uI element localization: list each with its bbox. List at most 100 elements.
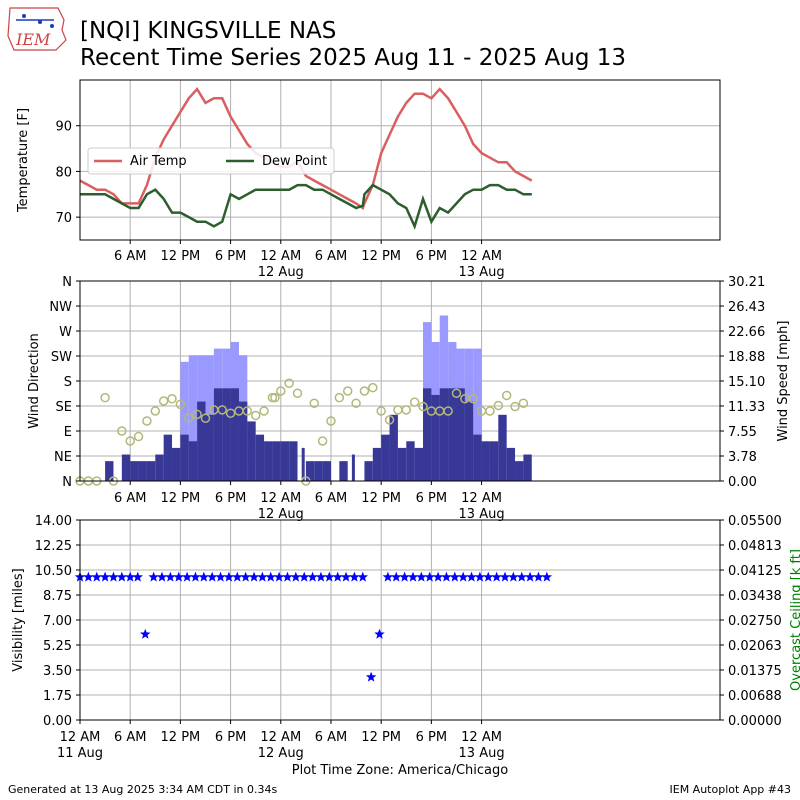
wind-speed-bar xyxy=(138,461,147,481)
ceiling-tick-label: 0.02750 xyxy=(728,614,782,629)
wind-direction-point xyxy=(368,382,378,393)
visibility-point xyxy=(173,571,184,582)
visibility-tick-label: 3.50 xyxy=(43,664,72,679)
x-tick-label: 12 PM xyxy=(361,249,401,264)
wind-direction-point xyxy=(409,397,420,407)
visibility-point xyxy=(349,571,360,582)
wind-speed-bar xyxy=(389,414,398,481)
wind-speed-tick-label: 11.33 xyxy=(728,400,765,415)
x-tick-label: 6 AM xyxy=(315,249,348,264)
visibility-point xyxy=(374,628,385,639)
wind-speed-bar xyxy=(364,461,373,481)
visibility-point xyxy=(315,571,327,582)
wind-speed-bar xyxy=(372,447,382,481)
x-tick-label: 6 AM xyxy=(315,491,348,506)
legend-box xyxy=(87,147,335,175)
x-tick-date-label: 13 Aug xyxy=(459,746,505,761)
wind-gust-bar xyxy=(473,348,482,481)
visibility-point xyxy=(340,571,352,582)
x-tick-label: 12 PM xyxy=(361,491,401,506)
x-tick-date-label: 13 Aug xyxy=(459,507,505,522)
visibility-point xyxy=(290,571,302,582)
visibility-point xyxy=(466,571,477,582)
x-tick-date-label: 12 Aug xyxy=(258,507,304,522)
x-tick-label: 6 AM xyxy=(315,730,348,745)
x-tick-label: 12 AM xyxy=(461,730,502,745)
wind-direction-point xyxy=(493,400,504,411)
visibility-point xyxy=(165,571,176,582)
x-tick-date-label: 11 Aug xyxy=(57,746,103,761)
wind-direction-point xyxy=(309,398,319,408)
wind-speed-bar xyxy=(197,401,206,481)
wind-speed-bar xyxy=(439,388,449,481)
wind-speed-bar xyxy=(506,447,516,481)
x-tick-label: 6 PM xyxy=(215,249,246,264)
wind-speed-bar xyxy=(489,441,499,481)
wind-speed-tick-label: 7.55 xyxy=(728,425,757,440)
wind-speed-tick-label: 30.21 xyxy=(728,275,765,290)
visibility-point xyxy=(407,571,419,582)
wind-speed-bar xyxy=(172,447,181,481)
chart-title-range: Recent Time Series 2025 Aug 11 - 2025 Au… xyxy=(80,45,627,71)
y-axis-label-right: Overcast Ceiling [k ft] xyxy=(789,549,800,691)
visibility-point xyxy=(483,571,494,582)
visibility-point xyxy=(491,571,502,582)
wind-direction-point xyxy=(501,390,512,401)
wind-speed-bar xyxy=(180,434,189,481)
wind-speed-bar xyxy=(414,447,424,481)
wind-direction-point xyxy=(485,406,495,416)
wind-direction-point xyxy=(200,413,211,423)
ceiling-tick-label: 0.02063 xyxy=(728,639,782,654)
visibility-point xyxy=(148,571,159,582)
visibility-point xyxy=(91,571,102,582)
visibility-point xyxy=(282,571,293,582)
wind-speed-bar xyxy=(213,388,223,481)
y-axis-label-left: Wind Direction xyxy=(27,333,42,429)
wind-speed-bar xyxy=(130,461,139,481)
visibility-point xyxy=(198,571,209,582)
visibility-point xyxy=(248,571,260,582)
wind-speed-bar xyxy=(314,461,323,481)
visibility-point xyxy=(181,571,193,582)
visibility-point xyxy=(391,571,402,582)
visibility-point xyxy=(541,571,553,582)
visibility-point xyxy=(223,571,235,582)
wind-direction-point xyxy=(100,392,110,403)
wind-speed-bar xyxy=(498,414,507,481)
wind-direction-point xyxy=(401,405,412,415)
wind-direction-point xyxy=(242,406,253,416)
wind-direction-point xyxy=(276,386,286,396)
wind-speed-bar xyxy=(238,401,248,481)
visibility-point xyxy=(99,571,111,582)
x-tick-label: 12 PM xyxy=(161,491,201,506)
visibility-tick-label: 1.75 xyxy=(43,689,72,704)
wind-direction-point xyxy=(359,386,370,396)
wind-speed-bar xyxy=(247,421,256,481)
wind-speed-bar xyxy=(431,394,440,481)
wind-direction-point xyxy=(225,408,236,418)
visibility-point xyxy=(432,571,444,582)
visibility-point xyxy=(332,571,343,582)
wind-speed-bar xyxy=(105,461,114,481)
visibility-point xyxy=(365,671,377,682)
x-tick-label: 6 PM xyxy=(215,730,246,745)
wind-speed-bar xyxy=(255,434,265,481)
ceiling-tick-label: 0.05500 xyxy=(728,514,782,529)
ceiling-tick-label: 0.04125 xyxy=(728,564,782,579)
visibility-point xyxy=(516,571,527,582)
visibility-point xyxy=(299,571,310,582)
wind-speed-bar xyxy=(423,388,432,481)
visibility-point xyxy=(357,571,368,582)
visibility-point xyxy=(240,571,251,582)
wind-direction-point xyxy=(150,406,161,416)
wind-speed-bar xyxy=(280,441,290,481)
visibility-point xyxy=(449,571,460,582)
wind-speed-bar xyxy=(163,434,173,481)
wind-speed-bar xyxy=(481,441,490,481)
visibility-point xyxy=(215,571,226,582)
y-axis-label-right: Wind Speed [mph] xyxy=(776,321,791,442)
visibility-point xyxy=(257,571,268,582)
wind-direction-point xyxy=(351,398,361,408)
wind-speed-bar xyxy=(301,447,305,481)
